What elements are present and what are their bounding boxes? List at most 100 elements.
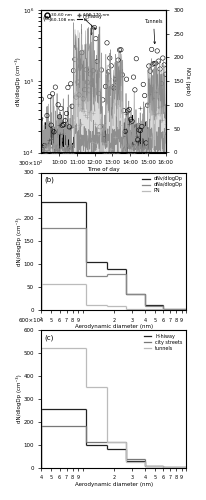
Point <box>93 120 96 128</box>
Y-axis label: dN/dlogDp (cm⁻³): dN/dlogDp (cm⁻³) <box>16 374 22 423</box>
Point <box>91 66 94 74</box>
Point <box>91 109 95 117</box>
Point <box>120 71 123 79</box>
Point <box>149 46 153 54</box>
Text: (c): (c) <box>44 334 53 340</box>
Point <box>40 95 43 103</box>
Point <box>118 121 121 129</box>
Point <box>68 124 71 132</box>
Point <box>77 91 80 99</box>
Point <box>85 78 89 86</box>
Point <box>63 116 67 124</box>
Point <box>60 122 64 130</box>
Point <box>110 83 114 91</box>
X-axis label: Aerodynamic diameter (nm): Aerodynamic diameter (nm) <box>74 482 152 486</box>
Legend: H-hiway, city streets, tunnels: H-hiway, city streets, tunnels <box>142 332 183 352</box>
Point <box>88 70 91 78</box>
Point <box>58 130 62 138</box>
Point <box>51 90 54 98</box>
Point <box>43 148 46 156</box>
Y-axis label: NOx (ppb): NOx (ppb) <box>184 67 189 96</box>
Point <box>46 140 49 147</box>
Point <box>128 116 132 124</box>
Point <box>45 112 48 120</box>
Point <box>58 112 61 120</box>
Legend: dNv/dlogDp, dNa/dlogDp, PN: dNv/dlogDp, dNa/dlogDp, PN <box>140 175 183 195</box>
Point <box>49 121 53 129</box>
Point <box>64 110 68 118</box>
Point <box>101 96 104 104</box>
Point <box>98 123 101 131</box>
Point <box>69 148 73 156</box>
Legend: 30-60 nm, 60-108 nm, 108-170 nm, BC: 30-60 nm, 60-108 nm, 108-170 nm, BC <box>43 12 110 23</box>
Point <box>76 78 79 86</box>
Point <box>151 94 154 102</box>
Point <box>127 120 130 128</box>
Point <box>162 130 165 138</box>
Point <box>41 144 44 152</box>
Point <box>119 46 122 54</box>
Point <box>74 93 78 101</box>
Point <box>42 142 46 150</box>
Point <box>61 148 65 156</box>
Y-axis label: dN/dlogDp (cm⁻³): dN/dlogDp (cm⁻³) <box>16 217 22 266</box>
Point <box>129 148 132 156</box>
Point <box>95 58 98 66</box>
Point <box>65 148 68 156</box>
Point <box>49 135 52 143</box>
Point <box>94 34 97 42</box>
Point <box>132 148 135 156</box>
Point <box>74 92 77 100</box>
Point <box>82 108 85 116</box>
Point <box>55 148 58 156</box>
Point <box>96 90 100 98</box>
Point <box>143 148 146 156</box>
Point <box>109 62 112 70</box>
Point <box>40 114 43 122</box>
Point <box>71 66 75 74</box>
Point <box>69 80 72 88</box>
Text: 300×10²: 300×10² <box>18 160 42 166</box>
Point <box>153 60 157 68</box>
Point <box>148 67 151 75</box>
Point <box>121 132 124 140</box>
Point <box>48 92 51 100</box>
Point <box>139 122 143 130</box>
Point <box>124 75 128 83</box>
Point <box>110 148 113 156</box>
Text: (b): (b) <box>44 176 54 183</box>
Point <box>155 47 158 55</box>
Point <box>47 136 51 144</box>
Point <box>106 68 110 76</box>
Point <box>158 65 161 73</box>
Point <box>112 84 115 92</box>
Point <box>50 148 54 156</box>
Point <box>108 54 111 62</box>
Point <box>67 123 71 131</box>
Text: Tunnels: Tunnels <box>144 18 162 44</box>
Point <box>116 56 119 64</box>
Point <box>101 134 104 142</box>
Point <box>163 70 166 78</box>
Point <box>149 133 152 141</box>
Point <box>70 102 73 110</box>
Point <box>157 103 160 111</box>
Point <box>41 148 44 156</box>
Point <box>137 137 140 145</box>
Point <box>92 24 96 32</box>
Point <box>140 148 143 156</box>
Point <box>99 120 102 128</box>
Point <box>94 139 98 147</box>
Point <box>138 126 142 134</box>
Point <box>122 106 125 114</box>
Point <box>162 61 165 69</box>
Point <box>163 120 166 128</box>
Point <box>78 62 82 70</box>
Point <box>160 54 164 62</box>
Point <box>144 148 148 156</box>
Point <box>57 122 60 130</box>
Point <box>87 108 90 116</box>
Point <box>73 56 76 64</box>
Point <box>105 139 109 147</box>
Point <box>133 86 136 94</box>
